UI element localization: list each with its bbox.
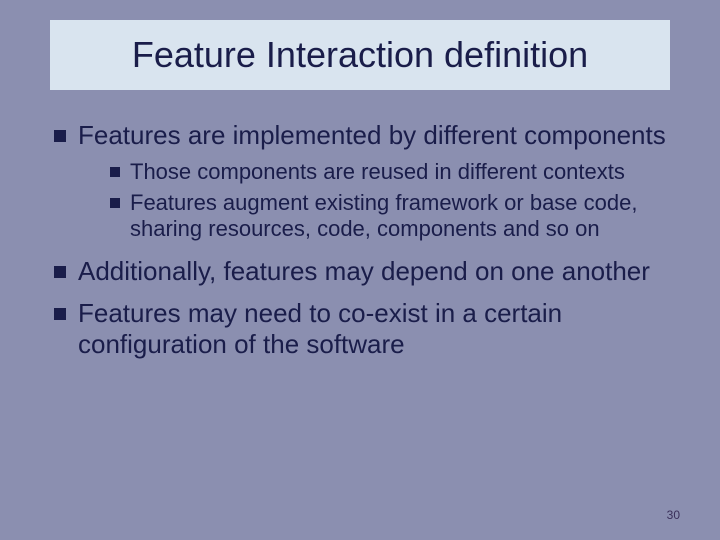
bullet-text: Features may need to co-exist in a certa… — [78, 298, 562, 359]
list-item: Additionally, features may depend on one… — [50, 256, 680, 287]
bullet-text: Features are implemented by different co… — [78, 120, 666, 150]
bullet-list-level2: Those components are reused in different… — [78, 159, 680, 242]
title-box: Feature Interaction definition — [50, 20, 670, 90]
bullet-text: Those components are reused in different… — [130, 159, 625, 184]
page-number: 30 — [667, 508, 680, 522]
list-item: Features are implemented by different co… — [50, 120, 680, 242]
bullet-list-level1: Features are implemented by different co… — [40, 120, 680, 360]
list-item: Features augment existing framework or b… — [106, 190, 680, 243]
list-item: Those components are reused in different… — [106, 159, 680, 185]
bullet-text: Additionally, features may depend on one… — [78, 256, 650, 286]
list-item: Features may need to co-exist in a certa… — [50, 298, 680, 360]
slide-title: Feature Interaction definition — [70, 34, 650, 76]
slide: Feature Interaction definition Features … — [0, 0, 720, 540]
bullet-text: Features augment existing framework or b… — [130, 190, 637, 241]
